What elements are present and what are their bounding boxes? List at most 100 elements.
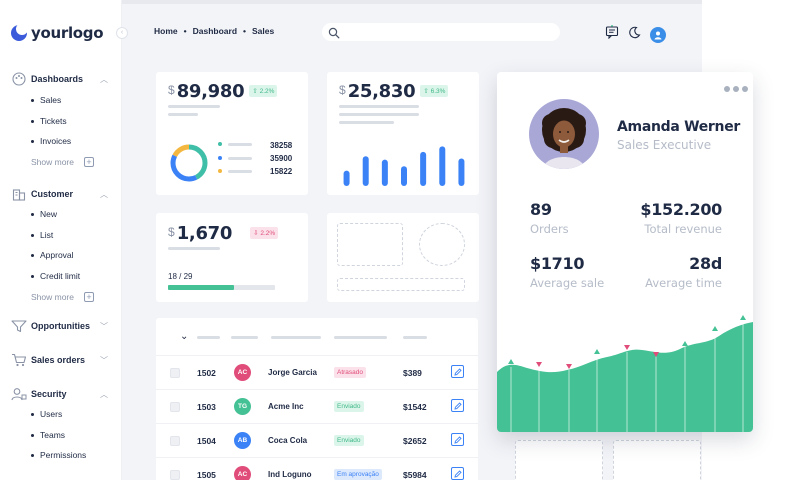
row-checkbox[interactable] (170, 470, 180, 480)
sidebar-item-tickets[interactable]: Tickets (31, 111, 110, 132)
row-checkbox[interactable] (170, 402, 180, 412)
kpi-card-tickets: $ 1,670 ⇩ 2.2% 18 / 29 (156, 213, 308, 302)
kpi-value-row: $ 89,980 ⇧ 2.2% (168, 81, 278, 102)
legend-line (228, 156, 252, 160)
placeholder-line (168, 247, 220, 250)
bar-chart (343, 146, 465, 186)
sidebar-item-approval[interactable]: Approval (31, 245, 110, 266)
customer-name: Acme Inc (268, 402, 304, 411)
placeholder-bar (337, 278, 465, 291)
search-input[interactable] (322, 23, 560, 41)
customer-avatar: AC (234, 466, 251, 480)
edit-icon[interactable] (451, 399, 464, 412)
chevron-down-icon[interactable]: ﹀ (100, 321, 108, 331)
show-more-dashboards[interactable]: Show more + (31, 152, 110, 172)
progress-track (168, 285, 275, 290)
collapse-sidebar-button[interactable]: ‹ (116, 27, 128, 39)
order-id: 1502 (197, 368, 216, 378)
kpi-value: 1,670 (176, 223, 233, 244)
top-divider (122, 0, 702, 4)
sidebar-item-credit-limit[interactable]: Credit limit (31, 266, 110, 287)
sidebar-item-sales[interactable]: Sales (31, 90, 110, 111)
sidebar-item-users[interactable]: Users (31, 404, 110, 425)
legend-item (218, 142, 252, 146)
status-badge: Atrasado (334, 367, 367, 378)
profile-card: Amanda Werner Sales Executive 89 Orders … (497, 72, 753, 432)
sidebar-item-new[interactable]: New (31, 204, 110, 225)
kpi-value: 25,830 (347, 81, 416, 102)
sidebar-item-permissions[interactable]: Permissions (31, 445, 110, 466)
profile-name: Amanda Werner (617, 119, 740, 135)
kpi-card-revenue: $ 89,980 ⇧ 2.2% (156, 72, 308, 195)
breadcrumb-separator: • (183, 26, 187, 36)
breadcrumb: Home • Dashboard • Sales (154, 26, 274, 36)
legend-value: 15822 (270, 167, 293, 176)
nav-head-opportunities[interactable]: Opportunities ﹀ (10, 317, 110, 335)
moon-icon[interactable] (628, 26, 641, 44)
placeholder-line (339, 121, 394, 124)
chevron-down-icon[interactable]: ﹀ (100, 355, 108, 365)
bar (458, 158, 465, 186)
sidebar-item-list[interactable]: List (31, 225, 110, 246)
currency-symbol: $ (339, 83, 346, 97)
user-avatar-button[interactable] (650, 26, 666, 43)
chat-icon[interactable] (605, 25, 619, 44)
row-checkbox[interactable] (170, 436, 180, 446)
user-icon (654, 31, 662, 39)
progress-fill (168, 285, 235, 290)
edit-icon[interactable] (451, 365, 464, 378)
breadcrumb-home[interactable]: Home (154, 26, 178, 36)
header-placeholder (271, 336, 321, 339)
row-checkbox[interactable] (170, 368, 180, 378)
legend-line (228, 142, 252, 146)
stat-orders: 89 Orders (530, 200, 569, 236)
stat-value: $152.200 (640, 200, 722, 219)
donut-chart (170, 144, 208, 182)
table-row[interactable]: 1504 AB Coca Cola Enviado $2652 (156, 423, 478, 457)
breadcrumb-dashboard[interactable]: Dashboard (192, 26, 238, 36)
table-row[interactable]: 1505 AC Ind Loguno Em aprovação $5984 (156, 457, 478, 480)
more-options-icon[interactable] (724, 86, 748, 92)
show-more-label: Show more (31, 291, 74, 302)
order-id: 1503 (197, 402, 216, 412)
chevron-up-icon[interactable]: ︿ (100, 189, 108, 199)
brand-logo[interactable]: yourlogo (11, 23, 104, 42)
change-badge: ⇧ 6.3% (420, 85, 449, 97)
table-row[interactable]: 1502 AC Jorge Garcia Atrasado $389 (156, 355, 478, 389)
customer-name: Ind Loguno (268, 470, 312, 479)
nav-head-sales-orders[interactable]: Sales orders ﹀ (10, 351, 110, 369)
placeholder-line (168, 113, 198, 116)
legend-swatch (218, 169, 222, 173)
chevron-down-icon[interactable]: ⌄ (180, 331, 189, 342)
donut-slice (170, 144, 208, 182)
legend-value: 35900 (270, 154, 293, 163)
placeholder-box (515, 440, 603, 480)
nav-head-security[interactable]: Security ︿ (10, 385, 110, 403)
edit-icon[interactable] (451, 433, 464, 446)
edit-icon[interactable] (451, 467, 464, 480)
chevron-up-icon[interactable]: ︿ (100, 74, 108, 84)
nav-head-dashboards[interactable]: Dashboards ︿ (10, 70, 110, 88)
sidebar-item-teams[interactable]: Teams (31, 425, 110, 446)
chevron-up-icon[interactable]: ︿ (100, 389, 108, 399)
legend-item (218, 169, 252, 173)
nav-group-dashboards: Dashboards ︿ Sales Tickets Invoices Show… (10, 70, 110, 172)
change-value: 2.2% (259, 88, 275, 95)
area-chart (497, 315, 753, 432)
status-badge: Em aprovação (334, 469, 382, 480)
nav-group-customer: Customer ︿ New List Approval Credit limi… (10, 185, 110, 307)
brand-name: yourlogo (31, 24, 104, 42)
sidebar-item-invoices[interactable]: Invoices (31, 131, 110, 152)
donut-slice (170, 144, 208, 182)
show-more-label: Show more (31, 157, 74, 168)
nav-head-customer[interactable]: Customer ︿ (10, 185, 110, 203)
status-badge: Enviado (334, 401, 364, 412)
plus-icon: + (84, 157, 94, 168)
header-actions (605, 25, 666, 44)
breadcrumb-sales: Sales (252, 26, 275, 36)
show-more-customer[interactable]: Show more + (31, 287, 110, 307)
stat-value: 28d (689, 254, 722, 273)
order-id: 1504 (197, 436, 216, 446)
nav-group-opportunities: Opportunities ﹀ (10, 317, 110, 335)
table-row[interactable]: 1503 TG Acme Inc Enviado $1542 (156, 389, 478, 423)
